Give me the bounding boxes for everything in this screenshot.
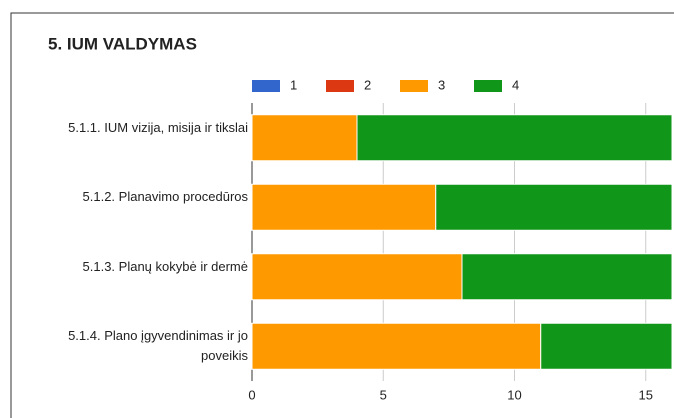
y-tick-label: 5.1.1. IUM vizija, misija ir tikslai (68, 119, 248, 135)
x-tick-label: 10 (507, 387, 521, 402)
x-tick-label: 0 (248, 387, 255, 402)
bar-segment (251, 114, 358, 162)
bar-segment (251, 322, 542, 370)
bar-segment (461, 253, 673, 301)
legend-swatch (252, 80, 280, 92)
x-tick-label: 15 (639, 387, 653, 402)
bar-segment (540, 322, 673, 370)
bar-segment (356, 114, 673, 162)
legend-swatch (400, 80, 428, 92)
bar-segment (435, 183, 673, 231)
legend-swatch (474, 80, 502, 92)
y-tick-label: 5.1.2. Planavimo procedūros (82, 189, 248, 205)
legend-label: 3 (438, 77, 445, 92)
frame (10, 12, 674, 418)
legend-label: 4 (512, 77, 519, 92)
y-tick-label: 5.1.3. Planų kokybė ir dermė (82, 258, 248, 274)
legend-swatch (326, 80, 354, 92)
chart-title: 5. IUM VALDYMAS (48, 34, 197, 53)
bar-segment (251, 253, 463, 301)
x-tick-label: 5 (380, 387, 387, 402)
legend-label: 2 (364, 77, 371, 92)
bar-segment (251, 183, 437, 231)
legend-label: 1 (290, 77, 297, 92)
y-tick-label: 5.1.4. Plano įgyvendinimas ir jo poveiki… (68, 328, 248, 364)
